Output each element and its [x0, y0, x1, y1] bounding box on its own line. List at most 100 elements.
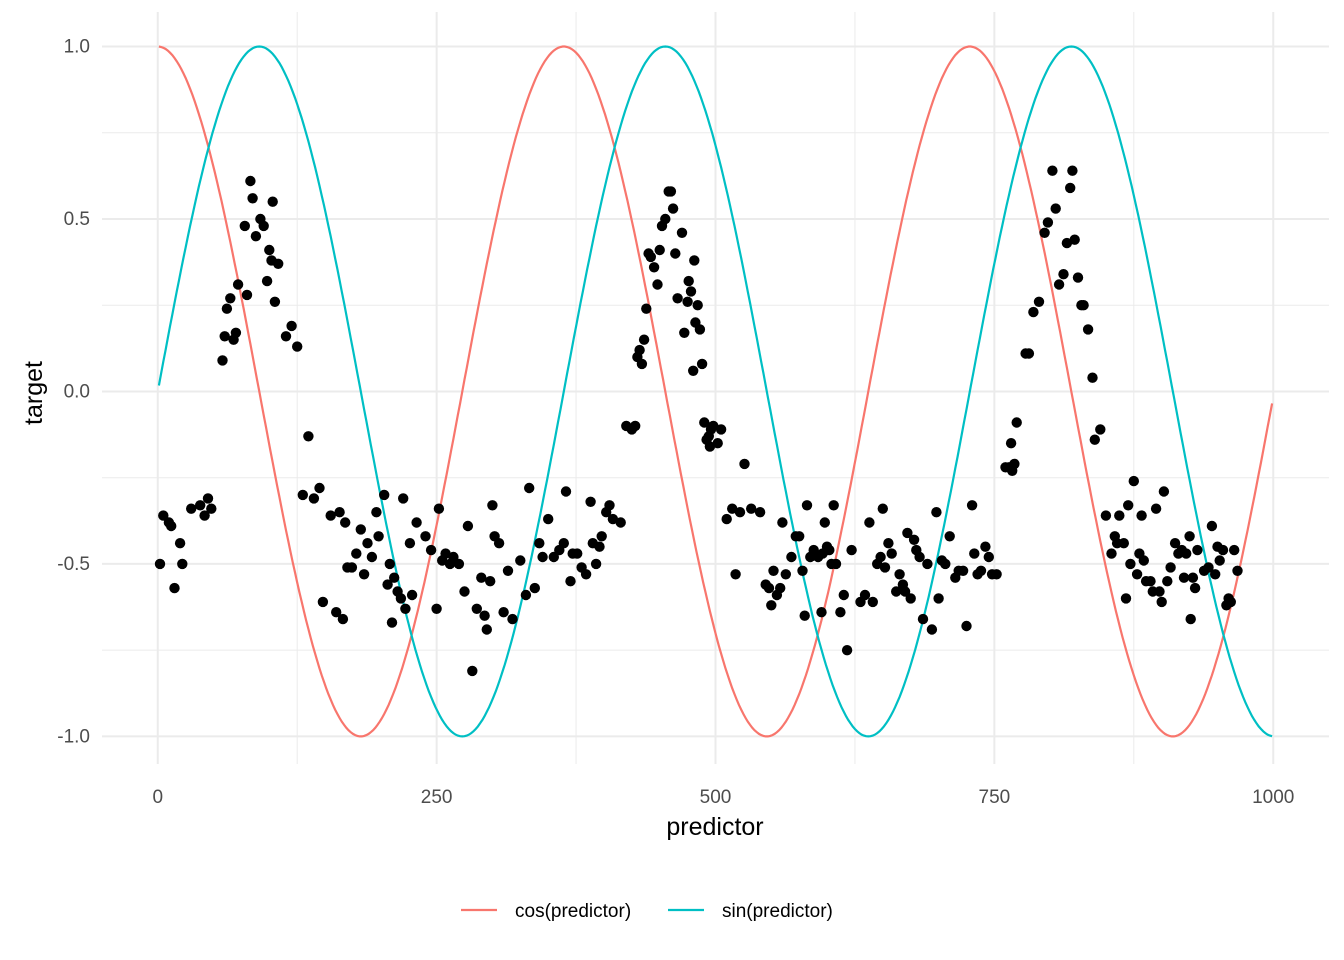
scatter-point [1229, 544, 1240, 556]
scatter-point [819, 517, 830, 528]
scatter-point [1009, 458, 1020, 470]
scatter-point [727, 503, 738, 514]
scatter-point [969, 548, 980, 559]
scatter-point [672, 293, 683, 304]
scatter-point [734, 507, 746, 518]
scatter-point [280, 331, 292, 342]
y-axis-title: target [20, 361, 48, 425]
scatter-point [292, 341, 303, 352]
scatter-point [917, 613, 929, 625]
scatter-point [1058, 269, 1069, 280]
scatter-point [580, 569, 592, 580]
scatter-point [297, 489, 308, 501]
series-lines [157, 45, 1274, 738]
scatter-point [899, 586, 911, 597]
scatter-point [957, 565, 969, 576]
scatter-point [886, 548, 897, 559]
scatter-point [596, 531, 607, 542]
scatter-point [730, 569, 741, 580]
scatter-point [905, 593, 916, 604]
scatter-point [241, 289, 253, 301]
scatter-point [1061, 237, 1073, 249]
scatter-point [373, 531, 384, 542]
scatter-point [502, 565, 514, 576]
scatter-point [641, 303, 652, 314]
scatter-point [425, 544, 437, 556]
scatter-point [382, 579, 393, 590]
scatter-point [1169, 538, 1181, 549]
x-tick-labels: 0 250 500 750 1000 [152, 787, 1294, 808]
scatter-point [648, 262, 660, 273]
scatter-point [267, 196, 278, 207]
scatter-point [696, 358, 708, 370]
y-tick-label: -1.0 [57, 726, 90, 747]
scatter-point [1082, 324, 1094, 335]
scatter-point [245, 175, 256, 187]
scatter-point [232, 279, 244, 290]
scatter-point [273, 258, 284, 269]
scatter-point [195, 500, 206, 511]
scatter-point [1189, 582, 1201, 594]
scatter-point [980, 541, 991, 552]
scatter-point [694, 324, 706, 335]
scatter-point [630, 420, 641, 432]
scatter-point [1145, 576, 1156, 587]
scatter-point [1184, 531, 1195, 542]
scatter-point [186, 503, 197, 514]
scatter-point [269, 296, 281, 307]
scatter-point [1165, 562, 1176, 573]
scatter-point [685, 286, 697, 297]
y-tick-label: 1.0 [64, 36, 90, 57]
scatter-point [331, 607, 342, 618]
scatter-point [1128, 475, 1140, 487]
scatter-point [225, 293, 236, 304]
scatter-point [775, 582, 786, 594]
scatter-point [337, 613, 349, 625]
grid-major [102, 12, 1329, 764]
scatter-point [975, 565, 987, 576]
scatter-point [1028, 306, 1039, 318]
legend-label: cos(predictor) [515, 901, 631, 922]
scatter-point [529, 582, 540, 594]
scatter-point [206, 503, 217, 514]
scatter-point [1069, 234, 1080, 245]
scatter-point [1150, 503, 1162, 514]
x-tick-label: 250 [421, 787, 453, 808]
scatter-point [830, 558, 842, 570]
scatter-point [922, 558, 933, 570]
scatter-point [1011, 417, 1022, 428]
scatter-point [859, 589, 871, 601]
x-tick-label: 750 [979, 787, 1011, 808]
scatter-point [158, 510, 169, 521]
scatter-point [317, 596, 329, 608]
scatter-point [1162, 576, 1173, 587]
scatter-point [543, 513, 554, 525]
scatter-point [406, 589, 418, 601]
scatter-point [676, 227, 688, 238]
scatter-point [1100, 510, 1112, 521]
scatter-point [1210, 569, 1221, 580]
scatter-point [933, 593, 944, 604]
scatter-point [314, 482, 325, 494]
scatter-point [1053, 279, 1065, 290]
scatter-point [230, 327, 242, 338]
scatter-point [1047, 165, 1058, 176]
scatter-point [174, 538, 186, 549]
x-tick-label: 1000 [1252, 787, 1294, 808]
scatter-point [459, 586, 470, 597]
scatter-point [358, 569, 370, 580]
scatter-point [487, 500, 498, 511]
scatter-point [1005, 438, 1017, 449]
scatter-point [199, 510, 210, 521]
scatter-point [479, 610, 490, 621]
scatter-point [507, 613, 518, 625]
scatter-point [308, 493, 320, 504]
scatter-point [1089, 434, 1101, 445]
scatter-point [325, 510, 336, 521]
scatter-point [1050, 203, 1061, 214]
scatter-point [708, 420, 719, 432]
scatter-point [485, 576, 496, 587]
scatter-point [1033, 296, 1045, 307]
scatter-point [931, 507, 942, 518]
scatter-point [824, 544, 835, 556]
